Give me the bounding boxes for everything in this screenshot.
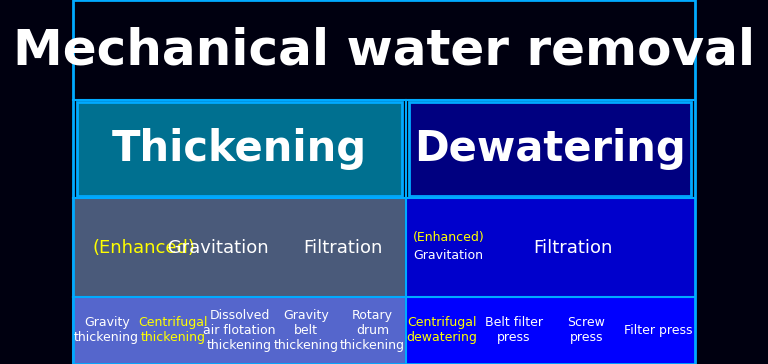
Text: Belt filter
press: Belt filter press — [485, 316, 543, 344]
FancyBboxPatch shape — [78, 102, 402, 196]
Text: Dewatering: Dewatering — [414, 128, 686, 170]
Text: Filter press: Filter press — [624, 324, 693, 337]
Text: Filtration: Filtration — [534, 238, 613, 257]
FancyBboxPatch shape — [406, 198, 694, 297]
Text: Screw
press: Screw press — [568, 316, 605, 344]
Text: Gravitation: Gravitation — [162, 238, 269, 257]
FancyBboxPatch shape — [406, 297, 694, 364]
Text: (Enhanced): (Enhanced) — [92, 238, 195, 257]
Text: Rotary
drum
thickening: Rotary drum thickening — [340, 309, 405, 352]
Text: Gravitation: Gravitation — [413, 249, 483, 262]
Text: Thickening: Thickening — [112, 128, 367, 170]
Text: Mechanical water removal: Mechanical water removal — [13, 26, 755, 74]
Text: Dissolved
air flotation
thickening: Dissolved air flotation thickening — [204, 309, 276, 352]
Text: (Enhanced): (Enhanced) — [413, 232, 485, 244]
Text: Filtration: Filtration — [303, 238, 382, 257]
FancyBboxPatch shape — [74, 0, 694, 100]
Text: Gravity
belt
thickening: Gravity belt thickening — [273, 309, 339, 352]
Text: Gravity
thickening: Gravity thickening — [74, 316, 139, 344]
FancyBboxPatch shape — [74, 297, 406, 364]
Text: Centrifugal
dewatering: Centrifugal dewatering — [406, 316, 477, 344]
Text: Centrifugal
thickening: Centrifugal thickening — [138, 316, 208, 344]
FancyBboxPatch shape — [409, 102, 690, 196]
FancyBboxPatch shape — [74, 198, 406, 297]
